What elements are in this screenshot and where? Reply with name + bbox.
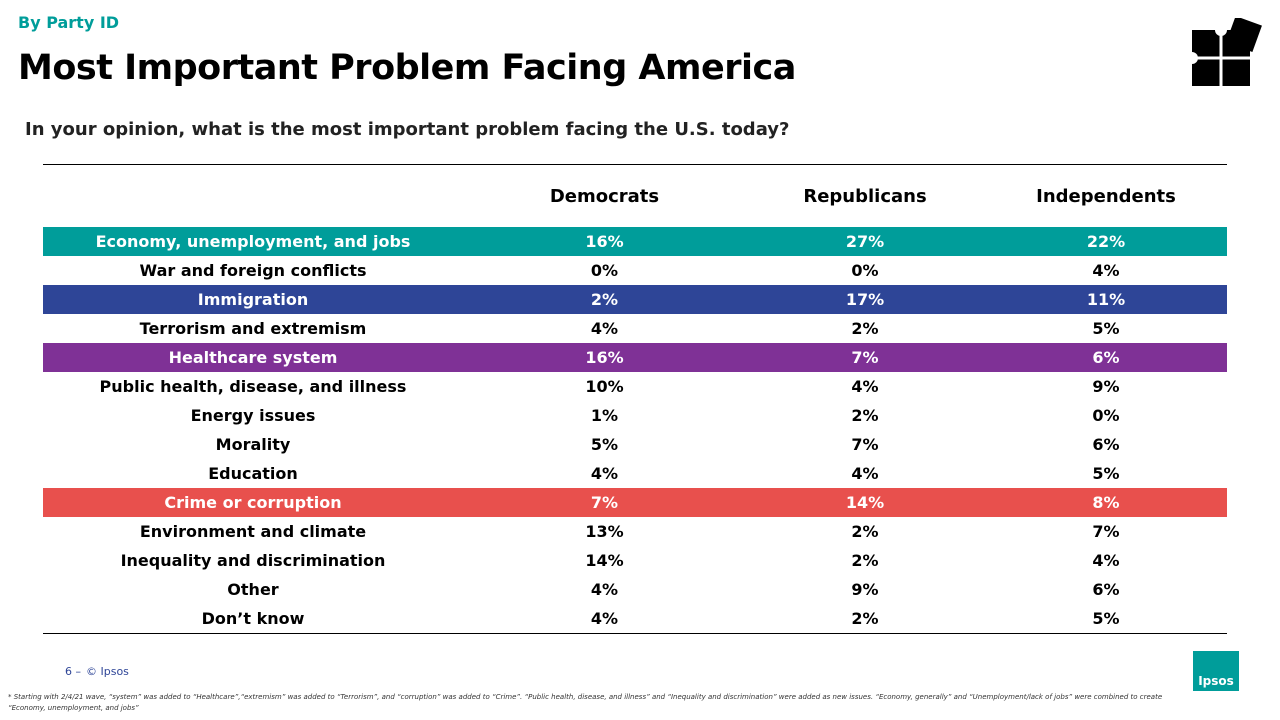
cell: 8%	[1092, 493, 1120, 512]
table-row: Terrorism and extremism 4% 2% 5%	[43, 314, 1227, 343]
row-label: Public health, disease, and illness	[99, 377, 407, 396]
cell: 11%	[1086, 290, 1126, 309]
table: Democrats Republicans Independents Economy,…	[43, 164, 1227, 634]
header-row: Democrats Republicans Independents	[43, 165, 1227, 227]
table-row: War and foreign conflicts 0% 0% 4%	[43, 256, 1227, 285]
cell: 6%	[1092, 580, 1120, 599]
cell: 2%	[851, 609, 879, 628]
cell: 4%	[590, 319, 619, 338]
logo-text: Ipsos	[1198, 674, 1234, 688]
row-label: Energy issues	[190, 406, 316, 425]
table-row: Other 4% 9% 6%	[43, 575, 1227, 604]
table-row: Crime or corruption 7% 14% 8%	[43, 488, 1227, 517]
cell: 7%	[1092, 522, 1120, 541]
cell: 4%	[1092, 261, 1120, 280]
row-label: Environment and climate	[139, 522, 367, 541]
table-row: Environment and climate 13% 2% 7%	[43, 517, 1227, 546]
table-row: Immigration 2% 17% 11%	[43, 285, 1227, 314]
cell: 9%	[851, 580, 879, 599]
table-row: Economy, unemployment, and jobs 16% 27% 22%	[43, 227, 1227, 256]
cell: 16%	[585, 232, 624, 251]
cell: 4%	[851, 464, 879, 483]
table-row: Inequality and discrimination 14% 2% 4%	[43, 546, 1227, 575]
row-label: Healthcare system	[168, 348, 338, 367]
cell: 17%	[845, 290, 885, 309]
column-header: Independents	[1036, 185, 1176, 207]
cell: 4%	[851, 377, 879, 396]
row-label: Education	[208, 464, 298, 483]
cell: 2%	[851, 406, 879, 425]
row-label: Other	[227, 580, 279, 599]
table-row: Healthcare system 16% 7% 6%	[43, 343, 1227, 372]
footnote: * Starting with 2/4/21 wave, “system” wa…	[8, 693, 1163, 712]
table-row: Don’t know 4% 2% 5%	[43, 604, 1227, 633]
cell: 14%	[845, 493, 885, 512]
row-label: Inequality and discrimination	[120, 551, 386, 570]
table-row: Morality 5% 7% 6%	[43, 430, 1227, 459]
table-row: Energy issues 1% 2% 0%	[43, 401, 1227, 430]
cell: 5%	[1092, 464, 1120, 483]
cell: 5%	[590, 435, 619, 454]
question: In your opinion, what is the most import…	[25, 119, 790, 140]
cell: 7%	[851, 435, 879, 454]
copyright: © Ipsos	[86, 665, 129, 678]
cell: 5%	[1092, 609, 1120, 628]
cell: 9%	[1092, 377, 1120, 396]
row-label: War and foreign conflicts	[139, 261, 367, 280]
puzzle-icon	[1190, 18, 1262, 86]
row-label: Terrorism and extremism	[139, 319, 367, 338]
cell: 16%	[585, 348, 624, 367]
cell: 0%	[1092, 406, 1120, 425]
cell: 1%	[590, 406, 619, 425]
cell: 6%	[1092, 348, 1120, 367]
table-row: Education 4% 4% 5%	[43, 459, 1227, 488]
cell: 7%	[590, 493, 619, 512]
title: Most Important Problem Facing America	[18, 48, 796, 88]
cell: 4%	[590, 580, 619, 599]
cell: 10%	[585, 377, 624, 396]
cell: 13%	[585, 522, 624, 541]
row-label: Don’t know	[201, 609, 305, 628]
cell: 5%	[1092, 319, 1120, 338]
cell: 2%	[590, 290, 619, 309]
cell: 27%	[845, 232, 885, 251]
cell: 2%	[851, 522, 879, 541]
cell: 4%	[590, 609, 619, 628]
cell: 4%	[590, 464, 619, 483]
kicker: By Party ID	[18, 13, 120, 32]
column-header: Republicans	[803, 185, 927, 207]
row-label: Morality	[215, 435, 291, 454]
cell: 6%	[1092, 435, 1120, 454]
cell: 22%	[1086, 232, 1126, 251]
row-label: Crime or corruption	[164, 493, 342, 512]
column-header: Democrats	[549, 185, 660, 207]
table-row: Public health, disease, and illness 10% 4%…	[43, 372, 1227, 401]
cell: 7%	[851, 348, 879, 367]
cell: 0%	[590, 261, 619, 280]
cell: 4%	[1092, 551, 1120, 570]
logo: Ipsos	[1193, 651, 1239, 691]
page-number: 6 –	[65, 665, 81, 678]
cell: 0%	[851, 261, 879, 280]
cell: 2%	[851, 551, 879, 570]
cell: 14%	[585, 551, 624, 570]
row-label: Economy, unemployment, and jobs	[95, 232, 411, 251]
cell: 2%	[851, 319, 879, 338]
row-label: Immigration	[197, 290, 309, 309]
